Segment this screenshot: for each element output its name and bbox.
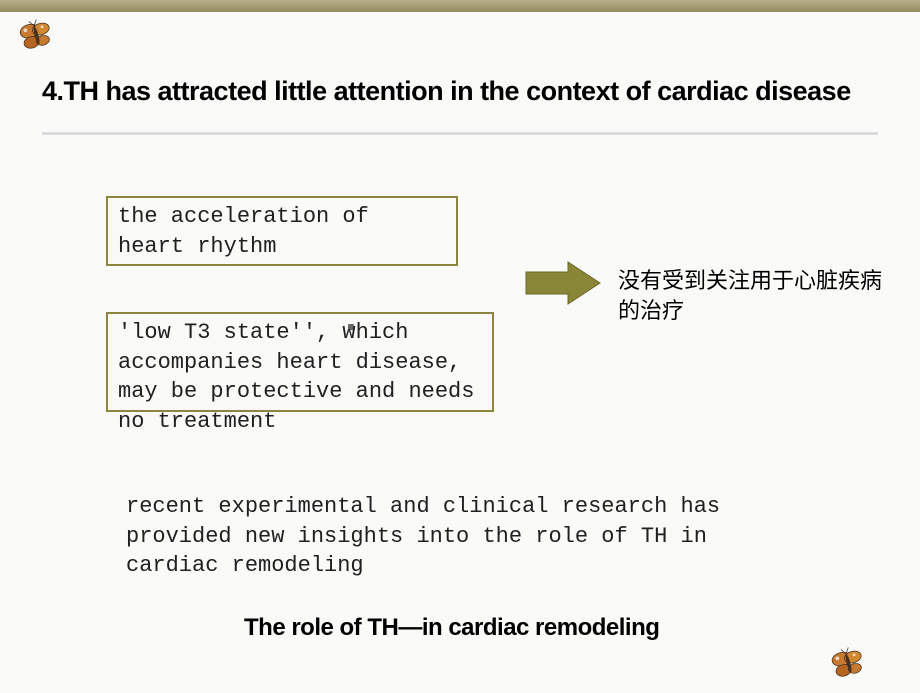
box1-text: the acceleration of heart rhythm [118,204,369,259]
body-paragraph: recent experimental and clinical researc… [126,492,774,581]
title-divider [42,132,878,135]
butterfly-icon [14,14,61,61]
right-annotation: 没有受到关注用于心脏疾病的治疗 [618,266,884,325]
slide-title: 4.TH has attracted little attention in t… [42,76,878,107]
text-box-2: 'low T3 state'', which accompanies heart… [106,312,494,412]
text-box-1: the acceleration of heart rhythm [106,196,458,266]
butterfly-icon [826,642,873,689]
slide-subtitle: The role of TH—in cardiac remodeling [244,614,659,642]
arrow-right-icon [524,260,602,311]
top-accent-bar [0,0,920,12]
box2-text: 'low T3 state'', which accompanies heart… [118,320,474,434]
